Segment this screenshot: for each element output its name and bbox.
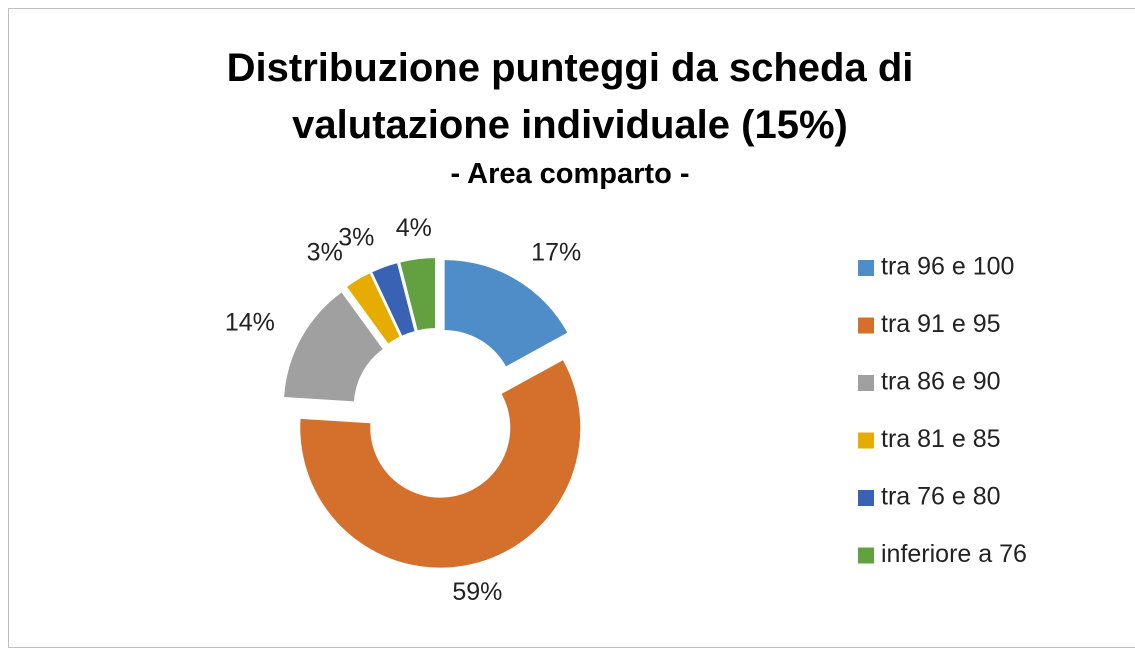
legend-swatch <box>858 432 874 449</box>
donut-slice <box>347 273 400 344</box>
donut-slice <box>400 258 436 331</box>
data-label: 14% <box>225 308 275 336</box>
legend-label: tra 76 e 80 <box>881 483 1001 511</box>
legend-swatch <box>858 375 874 391</box>
donut-slice <box>284 292 383 402</box>
donut-slice <box>300 360 581 568</box>
data-label: 3% <box>307 238 343 266</box>
page: Distribuzione punteggi da scheda di valu… <box>8 8 1135 648</box>
legend-label: tra 81 e 85 <box>881 425 1001 453</box>
data-label: 17% <box>531 238 581 266</box>
chart-title: Distribuzione punteggi da scheda di valu… <box>226 46 914 147</box>
donut-slice <box>444 260 568 367</box>
legend-swatch <box>858 490 874 506</box>
legend-label: tra 86 e 90 <box>881 368 1001 396</box>
chart: 17% 59% 14% 3%3% 4% tra 96 e 100 tra 91 e 95 tr… <box>225 214 1027 606</box>
legend-label: inferiore a 76 <box>881 540 1027 568</box>
legend-swatch <box>858 317 874 334</box>
chart-subtitle: - Area comparto - <box>450 158 690 190</box>
legend-label: tra 96 e 100 <box>881 253 1014 281</box>
legend-swatch <box>858 260 874 276</box>
data-label: 4% <box>396 214 432 242</box>
legend-swatch <box>858 547 874 564</box>
donut-slice <box>372 263 415 336</box>
data-label: 3% <box>338 224 374 252</box>
data-label: 59% <box>452 578 502 606</box>
legend-label: tra 91 e 95 <box>881 310 1001 338</box>
